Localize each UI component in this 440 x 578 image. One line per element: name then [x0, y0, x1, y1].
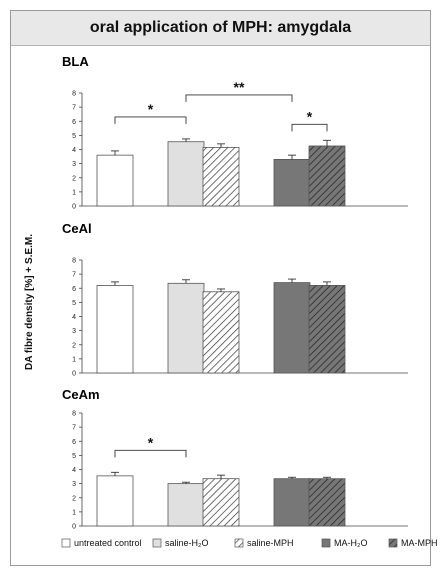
- y-tick-label: 8: [72, 258, 76, 265]
- panel-title: CeAl: [62, 221, 92, 236]
- significance-label: *: [148, 101, 154, 117]
- legend-item: untreated control: [61, 538, 142, 548]
- panel-ceal: CeAl 0 1 2 3 4 5 6 7 8: [62, 221, 408, 378]
- legend-swatch: [61, 538, 71, 548]
- y-tick-label: 1: [72, 356, 76, 363]
- y-tick-label: 5: [72, 133, 76, 140]
- significance-bracket: [291, 123, 328, 132]
- y-tick-label: 4: [72, 314, 76, 321]
- significance-bracket: [114, 449, 187, 458]
- panels: BLA012345678****CeAl012345678CeAm0123456…: [62, 54, 408, 531]
- bar-0: [96, 285, 134, 374]
- panel-ceam: CeAm 0 1 2 3 4 5 6 7 8 *: [62, 387, 408, 531]
- y-tick-label: 0: [72, 204, 76, 211]
- significance-bracket: [185, 94, 293, 102]
- y-axis-title: DA fibre density [%] + S.E.M.: [24, 234, 35, 370]
- bar-3: [273, 478, 311, 527]
- bar-4: [308, 285, 346, 374]
- legend-label: saline-MPH: [247, 538, 294, 548]
- y-tick-label: 6: [72, 286, 76, 293]
- y-tick-label: 6: [72, 439, 76, 446]
- y-tick-label: 5: [72, 453, 76, 460]
- legend-label: MA-H₂O: [334, 538, 368, 548]
- panel-title: BLA: [62, 54, 89, 69]
- y-tick-label: 8: [72, 91, 76, 98]
- y-tick-label: 5: [72, 300, 76, 307]
- y-tick-label: 3: [72, 328, 76, 335]
- significance-bracket: [114, 116, 187, 124]
- legend-label: untreated control: [74, 538, 142, 548]
- y-tick-label: 4: [72, 147, 76, 154]
- legend-label: saline-H₂O: [165, 538, 209, 548]
- legend: untreated control saline-H₂O saline-MPH MA-…: [61, 538, 438, 548]
- y-tick-label: 2: [72, 342, 76, 349]
- legend-item: MA-H₂O: [321, 538, 368, 548]
- y-tick-label: 3: [72, 161, 76, 168]
- legend-item: MA-MPH: [388, 538, 438, 548]
- y-tick-label: 0: [72, 371, 76, 378]
- bar-3: [273, 282, 311, 374]
- y-tick-label: 2: [72, 495, 76, 502]
- significance-label: *: [148, 434, 154, 450]
- bar-2: [202, 146, 240, 207]
- significance-label: **: [234, 79, 245, 95]
- legend-swatch: [234, 538, 244, 548]
- y-tick-label: 2: [72, 175, 76, 182]
- y-tick-label: 7: [72, 425, 76, 432]
- bar-0: [96, 475, 134, 527]
- y-tick-label: 8: [72, 411, 76, 418]
- y-tick-label: 7: [72, 105, 76, 112]
- legend-label: MA-MPH: [401, 538, 438, 548]
- bar-3: [273, 158, 311, 207]
- bar-1: [167, 483, 205, 527]
- bar-2: [202, 478, 240, 527]
- legend-swatch: [388, 538, 398, 548]
- legend-swatch: [152, 538, 162, 548]
- y-tick-label: 4: [72, 467, 76, 474]
- y-tick-label: 3: [72, 481, 76, 488]
- figure-title: oral application of MPH: amygdala: [11, 11, 430, 46]
- legend-item: saline-MPH: [234, 538, 294, 548]
- bar-1: [167, 282, 205, 374]
- panel-title: CeAm: [62, 387, 100, 402]
- y-tick-label: 7: [72, 272, 76, 279]
- y-tick-label: 1: [72, 509, 76, 516]
- significance-label: *: [307, 108, 313, 124]
- y-tick-label: 6: [72, 119, 76, 126]
- legend-item: saline-H₂O: [152, 538, 209, 548]
- y-tick-label: 0: [72, 524, 76, 531]
- y-tick-label: 1: [72, 189, 76, 196]
- legend-swatch: [321, 538, 331, 548]
- bar-4: [308, 478, 346, 527]
- bar-1: [167, 141, 205, 207]
- bar-2: [202, 291, 240, 374]
- bar-4: [308, 145, 346, 207]
- bar-0: [96, 154, 134, 207]
